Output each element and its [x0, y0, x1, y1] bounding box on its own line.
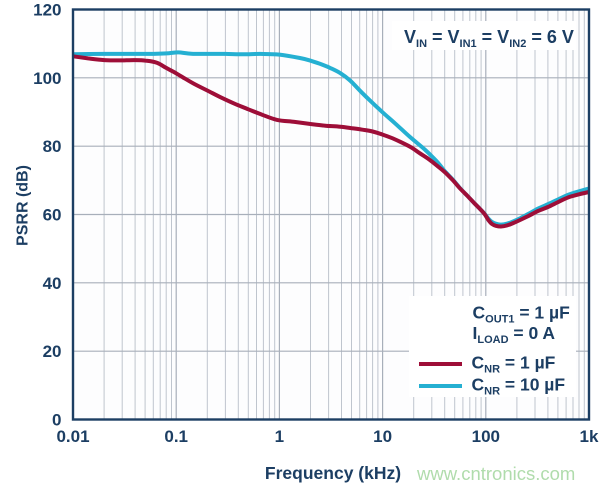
svg-text:PSRR (dB): PSRR (dB) [15, 165, 32, 246]
svg-text:120: 120 [33, 1, 61, 20]
svg-text:0.01: 0.01 [56, 427, 89, 446]
svg-text:0.1: 0.1 [164, 427, 188, 446]
svg-text:1k: 1k [580, 427, 599, 446]
svg-text:10: 10 [373, 427, 392, 446]
svg-text:1: 1 [275, 427, 284, 446]
svg-text:100: 100 [472, 427, 500, 446]
svg-text:60: 60 [43, 206, 62, 225]
svg-text:Frequency (kHz): Frequency (kHz) [265, 463, 401, 483]
svg-text:VIN = VIN1 = VIN2 = 6 V: VIN = VIN1 = VIN2 = 6 V [404, 27, 574, 50]
svg-text:CNR = 1 µF: CNR = 1 µF [472, 353, 556, 376]
svg-text:20: 20 [43, 342, 62, 361]
svg-text:www.cntronics.com: www.cntronics.com [416, 463, 575, 484]
svg-text:0: 0 [52, 411, 61, 430]
svg-text:100: 100 [33, 69, 61, 88]
svg-text:40: 40 [43, 274, 62, 293]
svg-text:80: 80 [43, 137, 62, 156]
